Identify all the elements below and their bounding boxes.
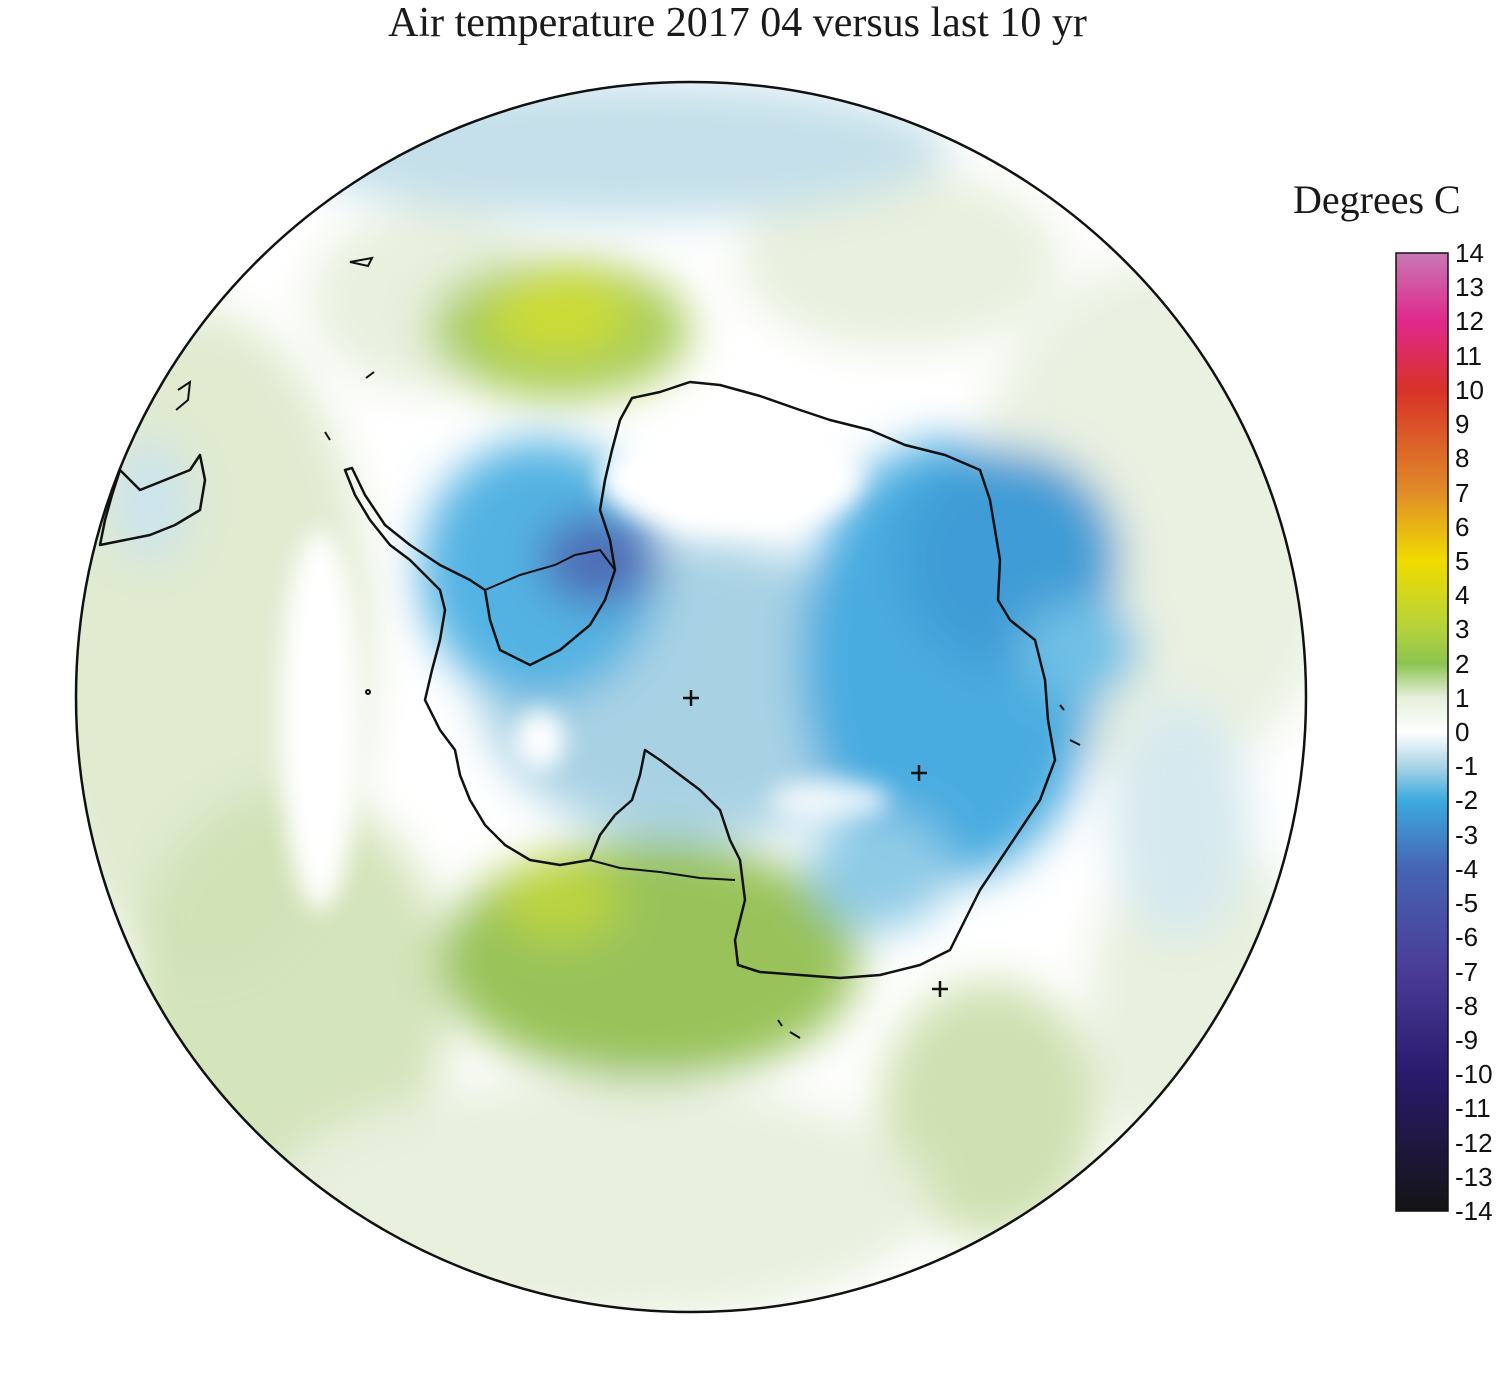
falkland-coast <box>175 379 192 411</box>
colorbar <box>1395 252 1449 1212</box>
ice-shelf-boundary <box>484 548 616 591</box>
station-marker <box>911 765 927 781</box>
pole-marker <box>683 690 699 706</box>
south-america-coastline <box>98 453 207 547</box>
antarctica-coastline <box>343 380 1057 980</box>
legend-title: Degrees C <box>1293 177 1461 222</box>
map-boundary <box>74 80 1308 1314</box>
reference-markers <box>683 690 948 997</box>
ross-ice-shelf-boundary <box>589 859 736 881</box>
islands <box>324 256 1081 1039</box>
map-title: Air temperature 2017 04 versus last 10 y… <box>388 0 1087 46</box>
station-marker <box>932 981 948 997</box>
